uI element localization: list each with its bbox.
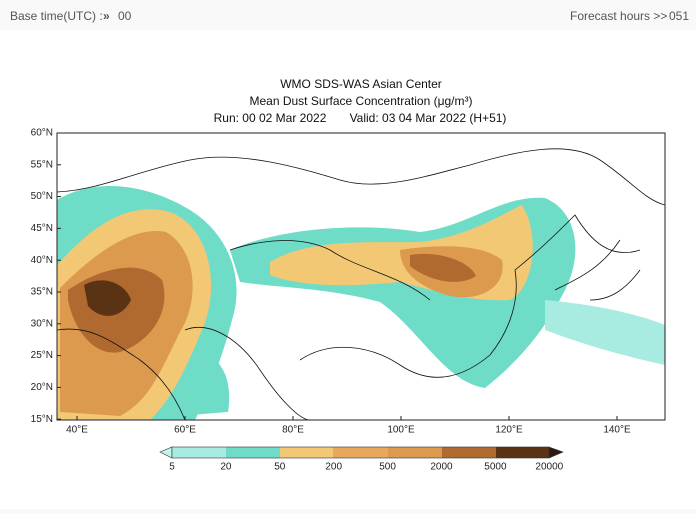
lat-label: 45°N [31,223,53,234]
base-time-arrows[interactable]: » [103,9,110,23]
lat-label: 20°N [31,382,53,393]
lon-label: 120°E [495,425,523,436]
base-time-value[interactable]: 00 [118,9,132,23]
colorbar-label: 5000 [484,462,507,473]
colorbar-label: 50 [274,462,286,473]
lat-label: 35°N [31,287,53,298]
colorbar-label: 5 [169,462,175,473]
map-subtitle: Mean Dust Surface Concentration (μg/m³) [249,94,472,108]
map-title: WMO SDS-WAS Asian Center [280,77,442,91]
colorbar-label: 200 [325,462,342,473]
run-label: Run: 00 02 Mar 2022 [214,111,327,125]
colorbar-label: 500 [379,462,396,473]
base-time-label: Base time(UTC) : [10,9,103,23]
colorbar-label: 2000 [430,462,453,473]
lon-label: 140°E [603,425,631,436]
lon-label: 60°E [174,425,196,436]
lat-label: 25°N [31,350,53,361]
map: 60°N 55°N 50°N 45°N 40°N 35°N 30°N 25°N 20°N 15°N… [31,128,666,436]
forecast-value[interactable]: 051 [669,9,689,23]
lat-label: 15°N [31,414,53,425]
lat-label: 50°N [31,191,53,202]
lat-label: 40°N [31,255,53,266]
valid-label: Valid: 03 04 Mar 2022 (H+51) [350,111,507,125]
lon-label: 80°E [282,425,304,436]
lat-label: 60°N [31,128,53,139]
lat-label: 55°N [31,159,53,170]
colorbar-label: 20000 [535,462,563,473]
lon-label: 100°E [387,425,415,436]
colorbar-label: 20 [220,462,232,473]
lon-label: 40°E [66,425,88,436]
lat-label: 30°N [31,318,53,329]
colorbar: 5 20 50 200 500 2000 5000 20000 [159,446,564,473]
forecast-label[interactable]: Forecast hours >> [570,9,667,23]
